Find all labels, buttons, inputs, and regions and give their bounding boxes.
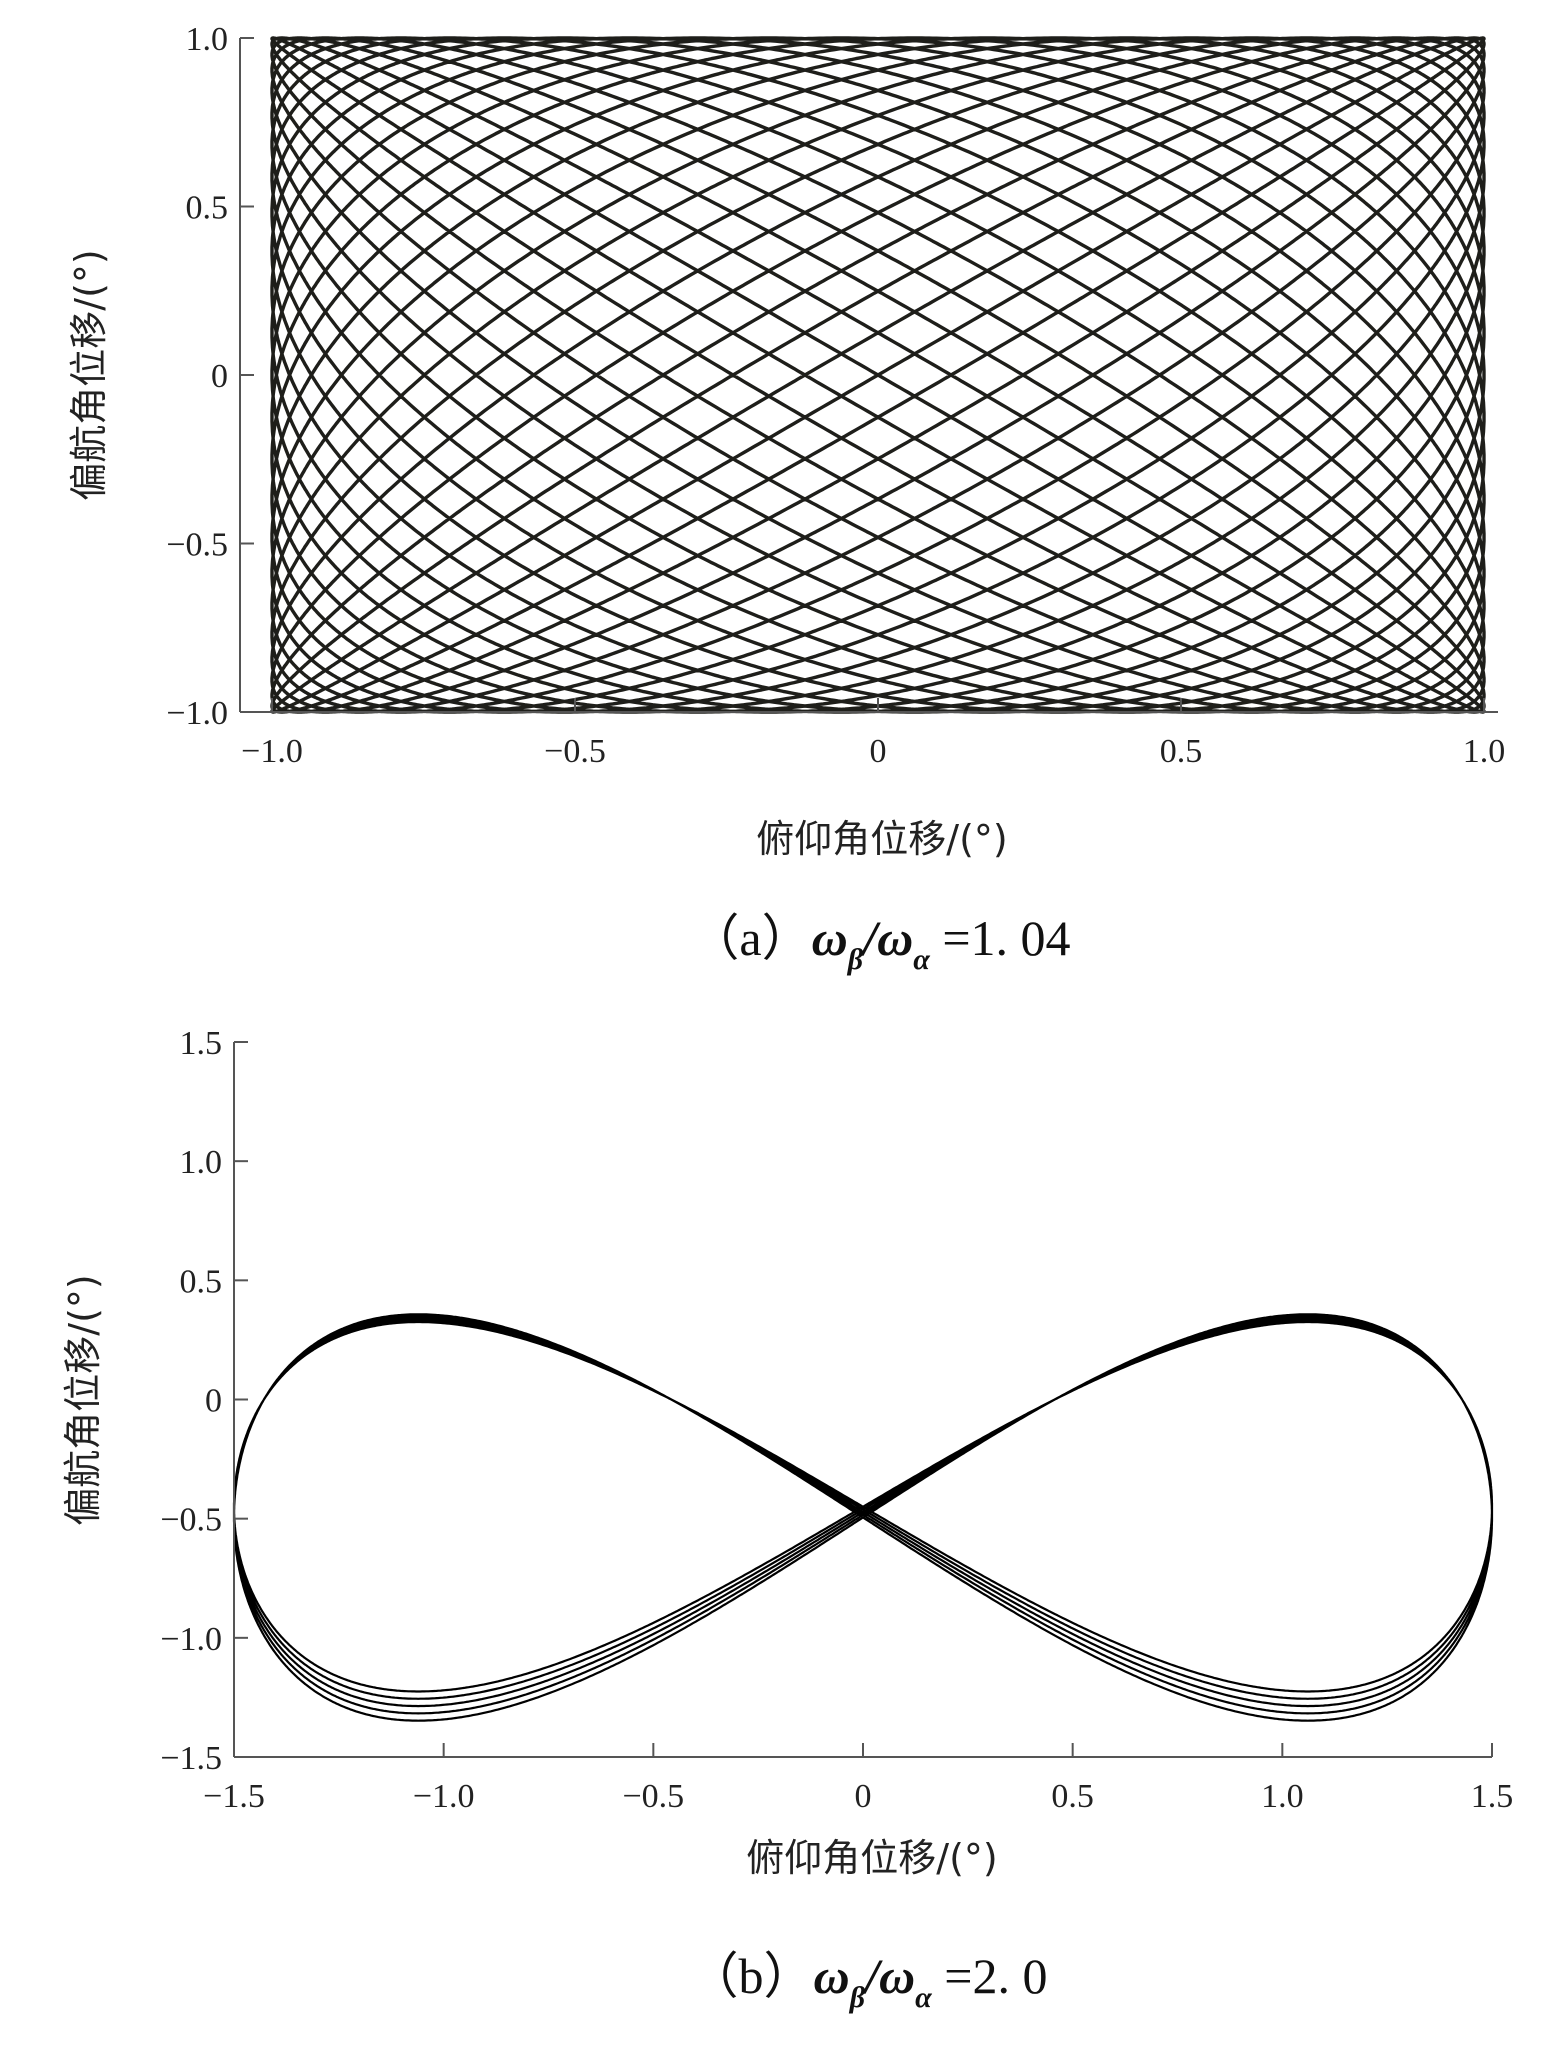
chart-b-trajectory bbox=[232, 1313, 1494, 1722]
chart-a-x-tick-label: −0.5 bbox=[544, 733, 606, 770]
chart-b-x-tick-label: 0 bbox=[855, 1778, 872, 1815]
chart-a-y-axis-label: 偏航角位移/(°) bbox=[67, 249, 111, 500]
chart-a-trajectory bbox=[270, 36, 1486, 714]
chart-b: 1.51.00.50−0.5−1.0−1.5 −1.5 −1.0 −0.5 0 0.5 1… bbox=[61, 1025, 1513, 2014]
chart-a-x-axis: −1.0 −0.5 0 0.5 1.0 bbox=[240, 698, 1505, 770]
chart-a-x-tick-label: −1.0 bbox=[241, 733, 303, 770]
chart-b-y-axis: 1.5 1.0 0.5 0 −0.5 −1.0 −1.5 bbox=[160, 1025, 248, 1777]
chart-b-x-axis: −1.5 −1.0 −0.5 0 0.5 1.0 1.5 bbox=[203, 1743, 1513, 1815]
chart-b-x-tick-label: −1.0 bbox=[413, 1778, 475, 1815]
caption-a-sub-den: α bbox=[913, 943, 930, 976]
chart-a-x-tick-label: 0.5 bbox=[1160, 733, 1203, 770]
chart-b-y-tick-label: 0 bbox=[205, 1383, 222, 1420]
caption-a-sub-num: β bbox=[847, 943, 864, 976]
chart-a: 1.0 0.5 0 −0.5 −1.0 −1.0 −0.5 0 0.5 1.0 俯仰角位移/(°… bbox=[67, 21, 1505, 976]
chart-a-y-tick-label: −0.5 bbox=[166, 527, 228, 564]
chart-b-plot-area bbox=[232, 1313, 1494, 1722]
caption-b-prefix: （b） bbox=[689, 1948, 814, 2004]
chart-a-plot-area bbox=[270, 36, 1486, 714]
chart-b-y-tick-label: 0.5 bbox=[180, 1263, 223, 1300]
chart-b-y-axis-label: 偏航角位移/(°) bbox=[61, 1274, 105, 1525]
chart-b-x-tick-label: 1.5 bbox=[1471, 1778, 1514, 1815]
caption-a-prefix: （a） bbox=[689, 910, 811, 966]
caption-b-slash: / bbox=[861, 1948, 883, 2004]
chart-a-y-tick-label: 0 bbox=[211, 358, 228, 395]
chart-a-x-tick-label: 0 bbox=[870, 733, 887, 770]
chart-a-y-tick-label: 1.0 bbox=[186, 21, 229, 58]
caption-a-omega-num: ω bbox=[812, 910, 848, 966]
caption-b-sub-num: β bbox=[849, 1981, 866, 2014]
chart-b-y-tick-label: −0.5 bbox=[160, 1502, 222, 1539]
caption-a-value: =1. 04 bbox=[930, 910, 1071, 966]
chart-b-x-tick-label: 1.0 bbox=[1261, 1778, 1304, 1815]
chart-a-y-tick-label: 0.5 bbox=[186, 190, 229, 227]
chart-b-x-tick-label: 0.5 bbox=[1051, 1778, 1094, 1815]
chart-b-y-tick-label: −1.5 bbox=[160, 1740, 222, 1777]
caption-a-omega-den: ω bbox=[877, 910, 913, 966]
chart-b-y-tick-label: 1.5 bbox=[180, 1025, 223, 1062]
chart-b-y-tick-label: 1.0 bbox=[180, 1144, 223, 1181]
chart-a-y-tick-label: −1.0 bbox=[166, 695, 228, 732]
chart-b-caption: （b）ωβ/ωα =2. 0 bbox=[689, 1948, 1048, 2014]
caption-b-omega-num: ω bbox=[814, 1948, 850, 2004]
caption-b-omega-den: ω bbox=[879, 1948, 915, 2004]
chart-a-y-axis: 1.0 0.5 0 −0.5 −1.0 bbox=[166, 21, 254, 732]
chart-a-x-axis-label: 俯仰角位移/(°) bbox=[756, 817, 1007, 861]
chart-b-x-tick-label: −1.5 bbox=[203, 1778, 265, 1815]
chart-a-x-tick-label: 1.0 bbox=[1463, 733, 1506, 770]
caption-b-sub-den: α bbox=[915, 1981, 932, 2014]
chart-b-x-tick-label: −0.5 bbox=[622, 1778, 684, 1815]
caption-b-value: =2. 0 bbox=[932, 1948, 1048, 2004]
chart-b-x-axis-label: 俯仰角位移/(°) bbox=[746, 1836, 997, 1880]
chart-b-y-tick-label: −1.0 bbox=[160, 1621, 222, 1658]
chart-a-caption: （a）ωβ/ωα =1. 04 bbox=[689, 910, 1070, 976]
caption-a-slash: / bbox=[859, 910, 881, 966]
